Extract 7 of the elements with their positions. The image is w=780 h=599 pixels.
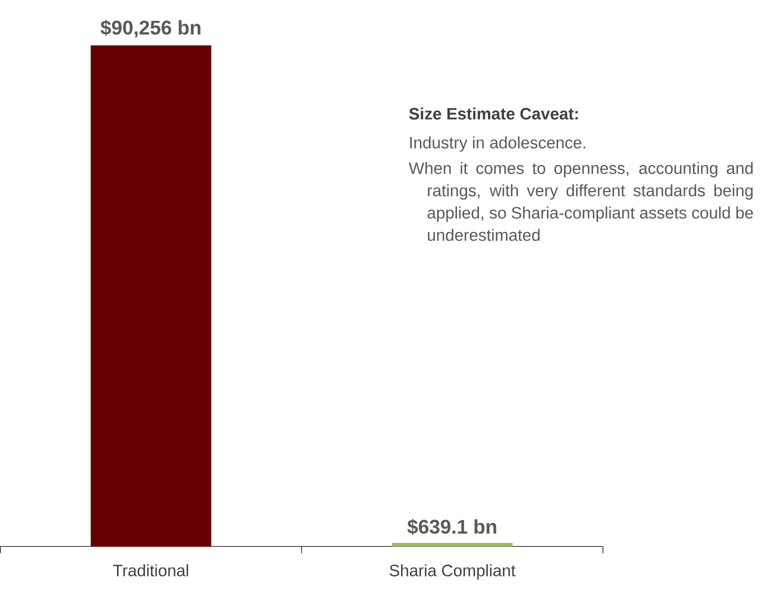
annotation: Industry in adolescence. [410,136,586,152]
data-label: $90,256 bn [100,20,200,38]
x-tick-label: Sharia Compliant [390,564,516,580]
annotation: Size Estimate Caveat: [409,107,578,120]
annotation: When it comes to openness, accounting and ratings, with very different standards being applied, so Sharia-compliant assets could be underestimated [408,162,753,241]
data-label: $639.1 bn [407,518,496,535]
x-tick-label: Traditional [113,564,188,576]
